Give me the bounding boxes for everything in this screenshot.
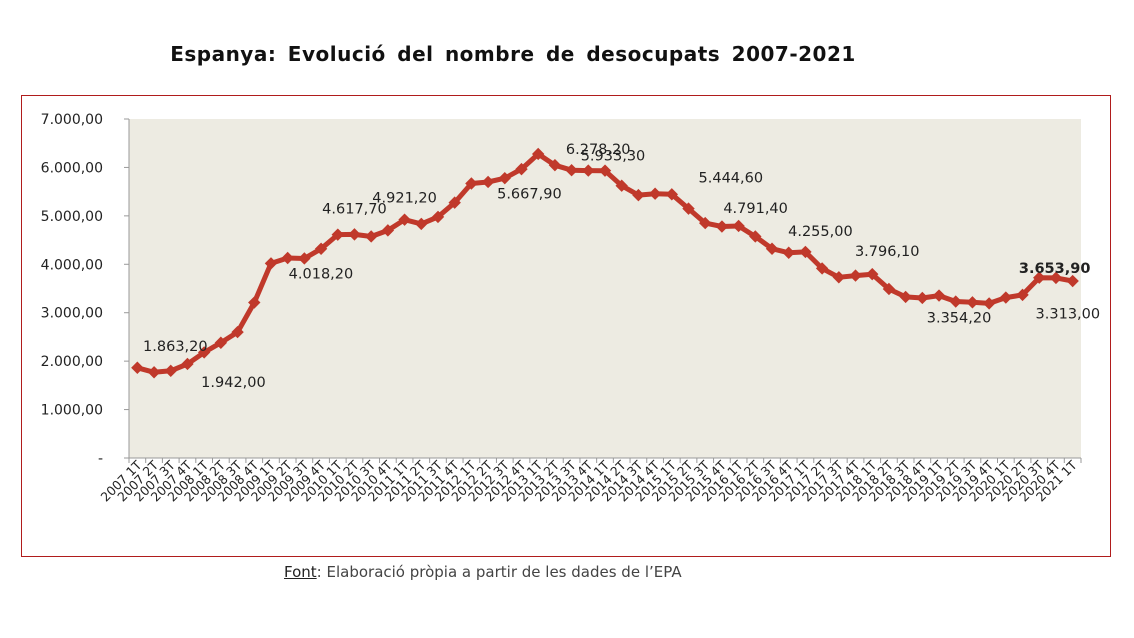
data-point [465, 177, 478, 190]
data-point [899, 290, 912, 304]
data-point [214, 336, 228, 349]
data-point [181, 357, 194, 371]
data-label: 4.018,20 [289, 266, 354, 282]
data-point [999, 291, 1013, 304]
data-point [364, 230, 378, 243]
data-point [615, 179, 628, 192]
data-label: 5.444,60 [699, 170, 764, 186]
data-point [481, 175, 495, 189]
data-point [348, 228, 361, 241]
chart-title: Espanya: Evolució del nombre de desocupa… [170, 42, 856, 66]
data-point [749, 230, 762, 243]
y-tick-label: 5.000,00 [41, 209, 103, 225]
data-point [799, 245, 812, 259]
data-point [498, 171, 511, 185]
data-point [849, 269, 862, 282]
data-point [1066, 274, 1079, 288]
data-point [314, 242, 328, 255]
data-point [131, 361, 144, 374]
data-point [381, 224, 395, 237]
data-point [966, 296, 979, 309]
data-label: 1.942,00 [201, 375, 266, 391]
data-point [197, 346, 211, 359]
y-tick-label: - [98, 451, 103, 467]
data-point [582, 164, 595, 177]
data-point [298, 252, 311, 265]
data-point [231, 325, 244, 339]
data-point [147, 366, 161, 379]
data-point [1016, 288, 1029, 302]
data-point [832, 271, 846, 284]
data-label: 1.863,20 [143, 339, 208, 355]
data-label: 3.313,00 [1036, 307, 1101, 323]
data-point [248, 296, 261, 309]
data-point [882, 282, 896, 296]
data-point [648, 187, 662, 200]
data-point [548, 158, 562, 172]
data-label: 6.278,20 [566, 142, 631, 158]
data-point [415, 217, 428, 231]
data-label: 3.796,10 [855, 244, 920, 260]
chart-frame [21, 95, 1111, 557]
data-point [782, 246, 795, 259]
y-tick-label: 2.000,00 [41, 354, 103, 370]
data-label: 3.653,90 [1019, 261, 1091, 277]
data-point [732, 219, 745, 233]
data-point [565, 163, 578, 177]
data-label: 4.921,20 [372, 191, 437, 207]
data-label: 5.667,90 [497, 187, 562, 203]
source-note: Font: Elaboració pròpia a partir de les … [284, 563, 682, 581]
data-point [916, 291, 929, 305]
data-point [448, 196, 461, 209]
data-point [431, 210, 445, 224]
data-point [515, 162, 528, 176]
data-point [598, 164, 612, 177]
data-point [949, 295, 962, 308]
data-point [1049, 271, 1063, 285]
data-label: 3.354,20 [927, 311, 992, 327]
y-tick-label: 1.000,00 [41, 403, 103, 419]
data-point [398, 213, 411, 226]
source-lead: Font [284, 563, 317, 581]
data-point [331, 228, 344, 241]
data-point [982, 297, 996, 310]
data-point [665, 188, 679, 201]
y-tick-label: 4.000,00 [41, 257, 103, 273]
data-point [632, 188, 645, 202]
data-point [932, 289, 946, 302]
data-point [866, 267, 879, 281]
data-label: 5.933,30 [581, 149, 646, 165]
data-point [765, 242, 779, 255]
data-point [264, 257, 278, 270]
data-point [715, 220, 729, 233]
y-tick-label: 3.000,00 [41, 306, 103, 322]
data-point [164, 364, 177, 378]
data-point [699, 216, 712, 230]
data-point [1033, 271, 1046, 284]
data-label: 4.255,00 [788, 224, 853, 240]
data-label: 4.791,40 [723, 201, 788, 217]
data-label: 4.617,70 [322, 201, 387, 217]
data-point [682, 202, 695, 215]
data-point [531, 147, 545, 161]
data-point [281, 251, 294, 265]
source-text: : Elaboració pròpia a partir de les dade… [316, 563, 682, 581]
y-tick-label: 6.000,00 [41, 160, 103, 176]
data-point [815, 262, 829, 275]
y-tick-label: 7.000,00 [41, 112, 103, 128]
